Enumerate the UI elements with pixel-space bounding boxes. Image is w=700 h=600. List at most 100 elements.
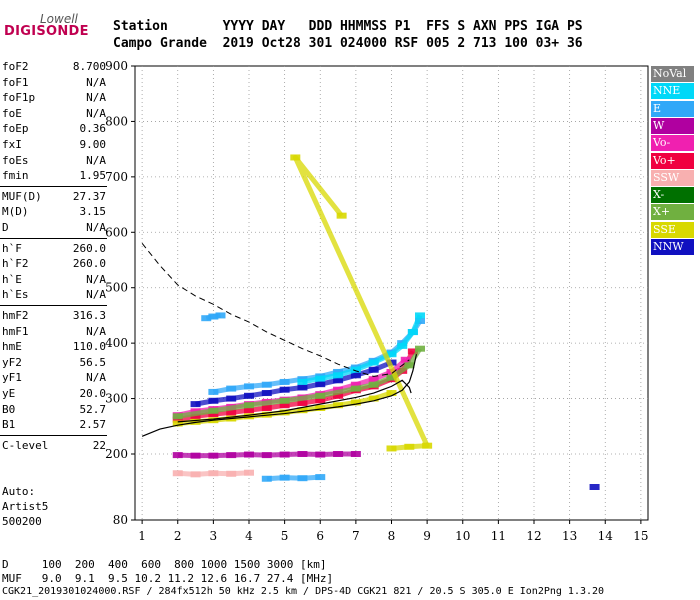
x-tick-label: 8: [388, 529, 396, 543]
footer-muf-row: MUF 9.0 9.1 9.5 10.2 11.2 12.6 16.7 27.4…: [2, 572, 334, 585]
header-labels: Station YYYY DAY DDD HHMMSS P1 FFS S AXN…: [113, 19, 583, 34]
legend-item-vominus: Vo-: [651, 135, 694, 152]
param-hmf1: hmF1 N/A: [2, 325, 106, 340]
param-label: M(D): [2, 205, 29, 219]
param-label: foEp: [2, 122, 29, 136]
legend-item-ssw: SSW: [651, 169, 694, 186]
param-fof1p: foF1p N/A: [2, 91, 106, 106]
y-tick-label: 300: [105, 392, 128, 406]
trace-line-nnw: [195, 360, 393, 407]
legend-item-xplus: X+: [651, 204, 694, 221]
footer-distance-row: D 100 200 400 600 800 1000 1500 3000 [km…: [2, 558, 327, 571]
x-tick-label: 15: [633, 529, 648, 543]
y-tick-label: 200: [105, 447, 128, 461]
param-label: B1: [2, 418, 16, 432]
y-tick-label: 600: [105, 225, 128, 239]
param-value: 316.3: [72, 309, 106, 322]
param-value: 0.36: [79, 122, 107, 136]
footer-file-info: CGK21_2019301024000.RSF / 284fx512h 50 k…: [2, 586, 605, 597]
param-label: foEs: [2, 153, 29, 167]
param-he: h`E N/A: [2, 273, 106, 288]
y-tick-label: 900: [105, 59, 128, 73]
param-fof1: foF1 N/A: [2, 76, 106, 91]
x-tick-label: 11: [491, 529, 506, 543]
param-d: D N/A: [2, 221, 106, 236]
param-label: fxI: [2, 138, 22, 151]
param-value: N/A: [86, 75, 106, 89]
param-hmf2: hmF2 316.3: [2, 309, 106, 324]
param-value: N/A: [86, 272, 106, 286]
param-label: foF2: [2, 60, 29, 73]
param-value: N/A: [86, 91, 106, 105]
param-value: 110.0: [72, 340, 106, 354]
trace-line-ssw: [177, 470, 250, 477]
legend-item-noval: NoVal: [651, 66, 694, 82]
param-label: yF2: [2, 355, 22, 369]
param-value: 52.7: [79, 402, 107, 416]
param-label: fmin: [2, 169, 29, 183]
param-label: B0: [2, 402, 16, 416]
param-separator: [0, 185, 107, 187]
param-value: 260.0: [72, 241, 106, 255]
trace-line-e: [205, 312, 221, 321]
y-tick-label: 700: [105, 170, 128, 184]
param-mufd: MUF(D) 27.37: [2, 190, 106, 205]
param-value: 27.37: [72, 189, 106, 203]
param-separator: [0, 434, 107, 436]
param-label: D: [2, 221, 9, 234]
upper-dashed-curve: [141, 243, 410, 377]
param-hes: h`Es N/A: [2, 288, 106, 303]
param-label: yE: [2, 387, 16, 400]
param-ye: yE 20.0: [2, 387, 106, 402]
param-value: N/A: [86, 221, 106, 234]
param-fmin: fmin 1.95: [2, 169, 106, 184]
logo-text-digisonde: DIGISONDE: [4, 24, 89, 39]
param-fof2: foF2 8.700: [2, 60, 106, 75]
param-label: h`E: [2, 272, 22, 286]
param-yf2: yF2 56.5: [2, 356, 106, 371]
param-value: 260.0: [72, 257, 106, 271]
param-hme: hmE 110.0: [2, 340, 106, 355]
legend-item-xminus: X-: [651, 187, 694, 204]
electron-density-profile: [141, 354, 418, 437]
param-label: hmE: [2, 340, 22, 354]
x-tick-label: 4: [245, 529, 253, 543]
param-b1: B1 2.57: [2, 418, 106, 433]
param-label: yF1: [2, 371, 22, 385]
legend-item-w: W: [651, 117, 694, 134]
param-label: foF1p: [2, 91, 36, 105]
param-md: M(D) 3.15: [2, 205, 106, 220]
param-foe: foE N/A: [2, 107, 106, 122]
y-tick-label: 500: [105, 281, 128, 295]
param-value: 56.5: [79, 355, 107, 369]
param-separator: [0, 305, 107, 306]
param-value: 9.00: [79, 138, 107, 151]
param-foes: foEs N/A: [2, 154, 106, 169]
x-tick-label: 6: [316, 529, 324, 543]
x-tick-label: 1: [138, 529, 146, 543]
param-hf2: h`F2 260.0: [2, 257, 106, 272]
x-tick-label: 13: [562, 529, 577, 543]
trace-line-x+: [177, 347, 423, 419]
x-tick-label: 5: [281, 529, 289, 543]
param-label: hmF1: [2, 324, 29, 338]
y-tick-label: 800: [105, 114, 128, 128]
param-value: 2.57: [79, 418, 107, 432]
trace-line-nne: [301, 314, 423, 385]
param-label: h`F: [2, 241, 22, 255]
param-value: N/A: [86, 153, 106, 167]
trace-line-e: [266, 474, 321, 482]
param-label: C-level: [2, 438, 49, 452]
autoscaling-program: Artist5: [2, 500, 49, 513]
param-b0: B0 52.7: [2, 403, 106, 418]
legend-item-voplus: Vo+: [651, 152, 694, 169]
x-tick-label: 2: [174, 529, 182, 543]
param-value: N/A: [86, 324, 106, 338]
param-value: 22: [92, 438, 106, 452]
param-label: foF1: [2, 75, 29, 89]
trace-line-w: [177, 451, 356, 459]
trace-line-sse: [292, 154, 430, 451]
param-value: N/A: [86, 106, 106, 120]
param-value: 3.15: [79, 205, 107, 219]
